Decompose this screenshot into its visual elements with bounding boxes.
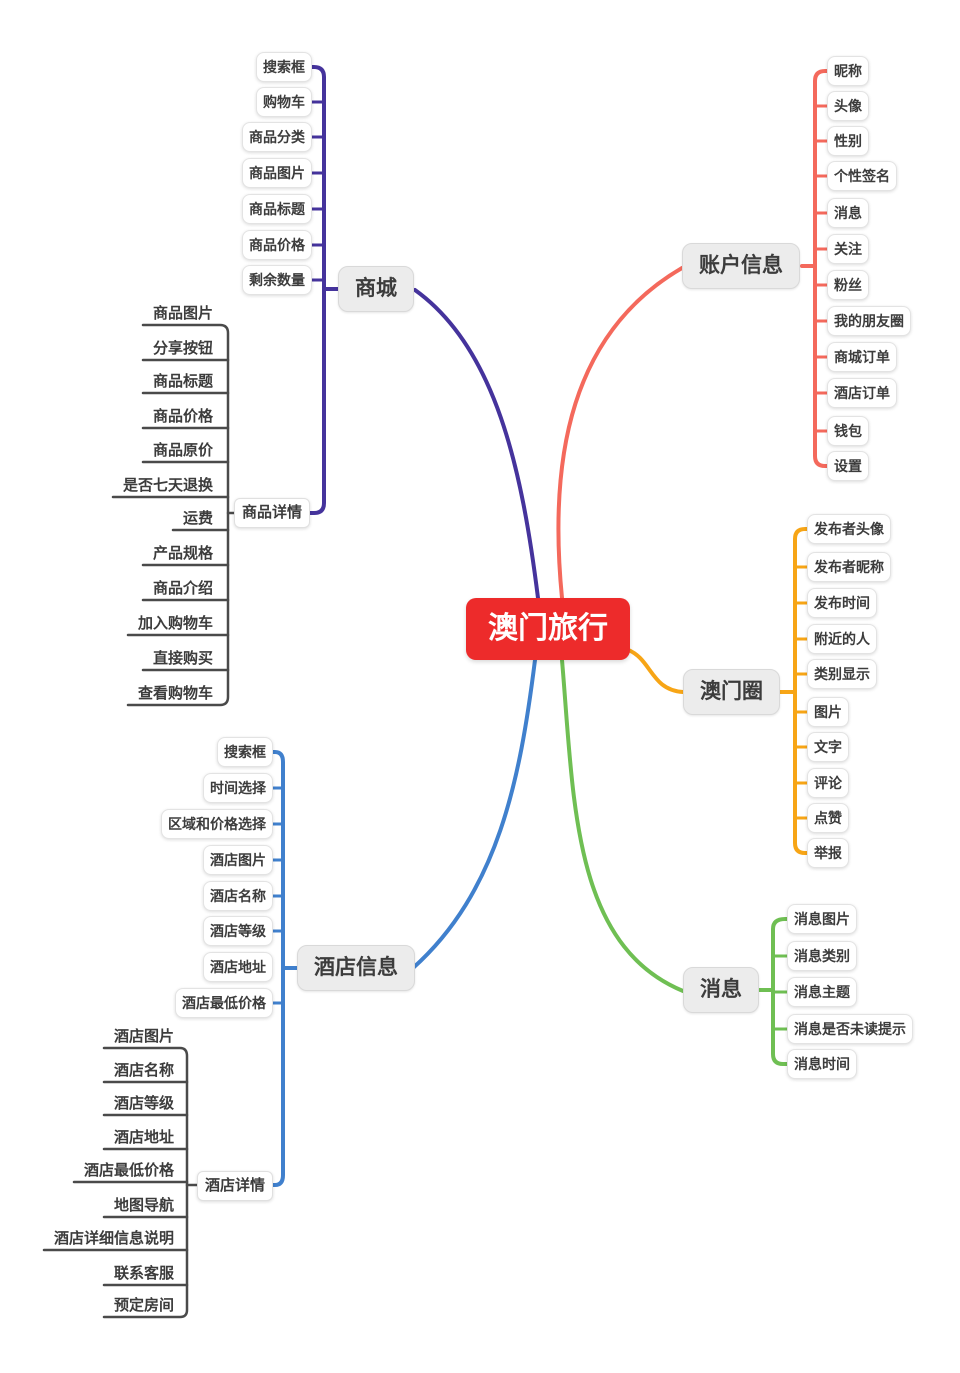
leaf-circle-4[interactable]: 类别显示 — [807, 659, 877, 689]
leaf-message-4[interactable]: 消息时间 — [787, 1049, 857, 1079]
leaf-account-1[interactable]: 头像 — [827, 91, 869, 121]
topic-mall[interactable]: 商城 — [338, 266, 414, 312]
leaf-account-2[interactable]: 性别 — [827, 126, 869, 156]
topic-circle[interactable]: 澳门圈 — [683, 669, 780, 715]
leaf-hotel-0[interactable]: 搜索框 — [217, 737, 273, 767]
leaf-product-detail-6[interactable]: 运费 — [182, 510, 213, 527]
leaf-mall-0[interactable]: 搜索框 — [256, 52, 312, 82]
leaf-hotel-5[interactable]: 酒店等级 — [203, 916, 273, 946]
leaf-circle-8[interactable]: 点赞 — [807, 803, 849, 833]
leaf-product-detail-11[interactable]: 查看购物车 — [137, 685, 213, 702]
branch-mall-connectors — [308, 65, 540, 600]
leaf-circle-0[interactable]: 发布者头像 — [807, 514, 891, 544]
leaf-product-detail-8[interactable]: 商品介绍 — [152, 580, 213, 597]
leaf-product-detail-9[interactable]: 加入购物车 — [137, 615, 213, 632]
leaf-product-detail-10[interactable]: 直接购买 — [152, 650, 213, 667]
leaf-hotel-detail-3[interactable]: 酒店地址 — [113, 1129, 174, 1146]
leaf-circle-6[interactable]: 文字 — [807, 732, 849, 762]
branch-account-connectors — [556, 69, 829, 600]
subtopic-hotel-detail[interactable]: 酒店详情 — [196, 1171, 273, 1201]
branch-message-connectors — [560, 658, 789, 1066]
leaf-account-8[interactable]: 商城订单 — [827, 342, 897, 372]
branch-circle-connectors — [624, 527, 809, 855]
leaf-account-9[interactable]: 酒店订单 — [827, 378, 897, 408]
topic-account[interactable]: 账户信息 — [682, 243, 800, 289]
leaf-account-10[interactable]: 钱包 — [827, 416, 869, 446]
leaf-product-detail-0[interactable]: 商品图片 — [152, 305, 213, 322]
leaf-mall-4[interactable]: 商品标题 — [242, 194, 312, 224]
leaf-hotel-detail-0[interactable]: 酒店图片 — [113, 1028, 174, 1045]
branch-hotel-detail-connectors — [42, 1046, 205, 1319]
leaf-mall-2[interactable]: 商品分类 — [242, 122, 312, 152]
leaf-product-detail-2[interactable]: 商品标题 — [152, 373, 213, 390]
leaf-account-0[interactable]: 昵称 — [827, 56, 869, 86]
leaf-hotel-6[interactable]: 酒店地址 — [203, 952, 273, 982]
leaf-hotel-detail-2[interactable]: 酒店等级 — [113, 1095, 174, 1112]
leaf-hotel-4[interactable]: 酒店名称 — [203, 881, 273, 911]
leaf-mall-5[interactable]: 商品价格 — [242, 230, 312, 260]
leaf-hotel-detail-6[interactable]: 酒店详细信息说明 — [53, 1230, 174, 1247]
leaf-account-4[interactable]: 消息 — [827, 198, 869, 228]
topic-message[interactable]: 消息 — [683, 967, 759, 1013]
leaf-hotel-1[interactable]: 时间选择 — [203, 773, 273, 803]
leaf-hotel-3[interactable]: 酒店图片 — [203, 845, 273, 875]
leaf-product-detail-5[interactable]: 是否七天退换 — [122, 477, 213, 494]
central-topic[interactable]: 澳门旅行 — [466, 598, 630, 660]
leaf-circle-3[interactable]: 附近的人 — [807, 624, 877, 654]
leaf-mall-3[interactable]: 商品图片 — [242, 158, 312, 188]
leaf-hotel-detail-5[interactable]: 地图导航 — [113, 1197, 174, 1214]
leaf-circle-7[interactable]: 评论 — [807, 768, 849, 798]
leaf-hotel-detail-1[interactable]: 酒店名称 — [113, 1062, 174, 1079]
leaf-account-11[interactable]: 设置 — [827, 451, 869, 481]
leaf-account-3[interactable]: 个性签名 — [827, 161, 897, 191]
leaf-hotel-detail-7[interactable]: 联系客服 — [113, 1265, 174, 1282]
leaf-message-0[interactable]: 消息图片 — [787, 904, 857, 934]
leaf-product-detail-3[interactable]: 商品价格 — [152, 408, 213, 425]
leaf-circle-9[interactable]: 举报 — [807, 838, 849, 868]
leaf-circle-1[interactable]: 发布者昵称 — [807, 552, 891, 582]
leaf-account-5[interactable]: 关注 — [827, 234, 869, 264]
leaf-hotel-2[interactable]: 区域和价格选择 — [161, 809, 273, 839]
leaf-message-2[interactable]: 消息主题 — [787, 977, 857, 1007]
subtopic-product-detail[interactable]: 商品详情 — [233, 498, 310, 528]
leaf-hotel-7[interactable]: 酒店最低价格 — [175, 988, 273, 1018]
branch-hotel-connectors — [271, 658, 537, 1187]
leaf-account-7[interactable]: 我的朋友圈 — [827, 306, 911, 336]
leaf-product-detail-4[interactable]: 商品原价 — [152, 442, 213, 459]
leaf-mall-1[interactable]: 购物车 — [256, 87, 312, 117]
leaf-mall-6[interactable]: 剩余数量 — [242, 265, 312, 295]
leaf-product-detail-7[interactable]: 产品规格 — [152, 545, 213, 562]
leaf-account-6[interactable]: 粉丝 — [827, 270, 869, 300]
leaf-message-1[interactable]: 消息类别 — [787, 941, 857, 971]
branch-mall-detail-connectors — [111, 323, 245, 707]
leaf-circle-5[interactable]: 图片 — [807, 697, 849, 727]
leaf-product-detail-1[interactable]: 分享按钮 — [152, 340, 213, 357]
leaf-circle-2[interactable]: 发布时间 — [807, 588, 877, 618]
leaf-message-3[interactable]: 消息是否未读提示 — [787, 1014, 913, 1044]
topic-hotel[interactable]: 酒店信息 — [297, 945, 415, 991]
leaf-hotel-detail-4[interactable]: 酒店最低价格 — [83, 1162, 174, 1179]
leaf-hotel-detail-8[interactable]: 预定房间 — [113, 1297, 174, 1314]
